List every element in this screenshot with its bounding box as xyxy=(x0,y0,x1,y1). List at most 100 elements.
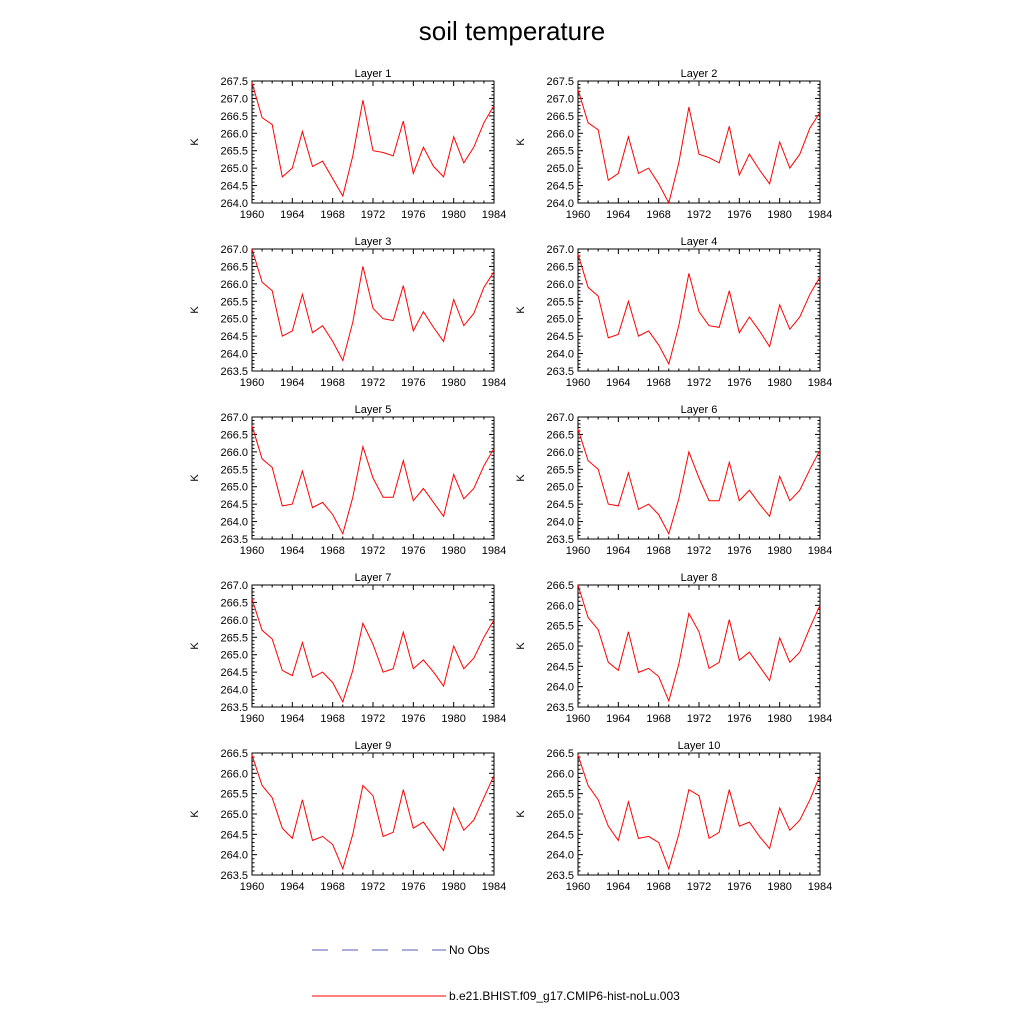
panel-8-xtick-label: 1976 xyxy=(727,713,751,725)
panel-10-series-line xyxy=(577,754,821,871)
panel-7-xtick-label: 1972 xyxy=(361,713,385,725)
panel-10-xtick-label: 1984 xyxy=(808,881,832,893)
panel-8-ylabel: K xyxy=(515,642,527,650)
panel-7-ytick-label: 267.0 xyxy=(220,580,248,592)
panel-4-ytick-label: 266.0 xyxy=(546,279,574,291)
panel-9-xtick-label: 1980 xyxy=(441,881,465,893)
panel-4-xtick-label: 1972 xyxy=(687,377,711,389)
panel-7-ytick-label: 264.5 xyxy=(220,667,248,679)
panel-5-ytick-label: 266.5 xyxy=(220,429,248,441)
panel-7-ytick-label: 263.5 xyxy=(220,702,248,714)
panel-6-ytick-label: 265.5 xyxy=(546,464,574,476)
panel-2-series-line xyxy=(577,89,821,205)
panel-8: Layer 8 K 1960 1964 1968 1972 1976 1980 1984 263.… xyxy=(515,572,832,725)
panel-1: Layer 1 K 1960 1964 1968 1972 1976 1980 1984 264.… xyxy=(189,68,506,221)
panel-1-xtick-label: 1984 xyxy=(482,209,506,221)
panel-9-ytick-label: 264.5 xyxy=(220,829,248,841)
panel-1-xtick-label: 1964 xyxy=(280,209,304,221)
panel-6-ytick-label: 265.0 xyxy=(546,482,574,494)
figure-title: soil temperature xyxy=(419,16,605,46)
panel-2-xtick-label: 1980 xyxy=(767,209,791,221)
panel-9-xtick-label: 1960 xyxy=(240,881,264,893)
panel-7: Layer 7 K 1960 1964 1968 1972 1976 1980 1984 263.… xyxy=(189,572,506,725)
panel-7-ytick-label: 264.0 xyxy=(220,685,248,697)
panel-9-title: Layer 9 xyxy=(355,740,392,752)
panel-8-xtick-label: 1968 xyxy=(646,713,670,725)
panel-6-xtick-label: 1984 xyxy=(808,545,832,557)
panel-7-xtick-label: 1976 xyxy=(401,713,425,725)
panel-7-ytick-label: 265.5 xyxy=(220,632,248,644)
panel-9-ytick-label: 265.5 xyxy=(220,789,248,801)
panels-group: Layer 1 K 1960 1964 1968 1972 1976 1980 1984 264.… xyxy=(189,68,832,893)
panel-3-ytick-label: 267.0 xyxy=(220,244,248,256)
panel-6-title: Layer 6 xyxy=(681,404,718,416)
panel-8-xtick-label: 1984 xyxy=(808,713,832,725)
panel-10-xtick-label: 1964 xyxy=(606,881,630,893)
panel-2-ytick-label: 266.0 xyxy=(546,128,574,140)
panel-2-ytick-label: 265.5 xyxy=(546,146,574,158)
panel-8-ytick-label: 265.0 xyxy=(546,641,574,653)
panel-10-ytick-label: 266.0 xyxy=(546,768,574,780)
panel-3-title: Layer 3 xyxy=(355,236,392,248)
panel-2-ytick-label: 267.5 xyxy=(546,76,574,88)
panel-6-xtick-label: 1976 xyxy=(727,545,751,557)
panel-1-ytick-label: 264.0 xyxy=(220,198,248,210)
panel-1-ytick-label: 266.0 xyxy=(220,128,248,140)
panel-10-xtick-label: 1972 xyxy=(687,881,711,893)
panel-10-ytick-label: 263.5 xyxy=(546,870,574,882)
panel-2-xtick-label: 1968 xyxy=(646,209,670,221)
panel-7-frame xyxy=(251,584,495,708)
panel-6-ytick-label: 266.5 xyxy=(546,429,574,441)
panel-4: Layer 4 K 1960 1964 1968 1972 1976 1980 1984 263.… xyxy=(515,236,832,389)
panel-7-xtick-label: 1960 xyxy=(240,713,264,725)
panel-8-xtick-label: 1960 xyxy=(566,713,590,725)
panel-5-xtick-label: 1964 xyxy=(280,545,304,557)
panel-7-ytick-label: 266.0 xyxy=(220,615,248,627)
panel-5-xtick-label: 1984 xyxy=(482,545,506,557)
panel-5-xtick-label: 1960 xyxy=(240,545,264,557)
panel-2-ytick-label: 265.0 xyxy=(546,163,574,175)
panel-5-xtick-label: 1972 xyxy=(361,545,385,557)
panel-1-ytick-label: 266.5 xyxy=(220,111,248,123)
panel-4-ylabel: K xyxy=(515,306,527,314)
panel-6-xtick-label: 1968 xyxy=(646,545,670,557)
panel-3-xtick-label: 1980 xyxy=(441,377,465,389)
panel-3-xtick-label: 1960 xyxy=(240,377,264,389)
panel-7-series-line xyxy=(251,598,495,704)
panel-7-xtick-label: 1980 xyxy=(441,713,465,725)
panel-6-ytick-label: 267.0 xyxy=(546,412,574,424)
panel-1-ytick-label: 267.0 xyxy=(220,93,248,105)
panel-7-xtick-label: 1984 xyxy=(482,713,506,725)
panel-8-ytick-label: 265.5 xyxy=(546,621,574,633)
panel-8-ytick-label: 266.0 xyxy=(546,600,574,612)
panel-9-ylabel: K xyxy=(189,810,201,818)
panel-8-xtick-label: 1980 xyxy=(767,713,791,725)
panel-1-ytick-label: 267.5 xyxy=(220,76,248,88)
panel-2-ytick-label: 266.5 xyxy=(546,111,574,123)
panel-2-ylabel: K xyxy=(515,138,527,146)
panel-1-title: Layer 1 xyxy=(355,68,392,80)
panel-4-xtick-label: 1980 xyxy=(767,377,791,389)
panel-3-ylabel: K xyxy=(189,306,201,314)
panel-8-ytick-label: 264.5 xyxy=(546,661,574,673)
panel-6-xtick-label: 1972 xyxy=(687,545,711,557)
panel-2: Layer 2 K 1960 1964 1968 1972 1976 1980 1984 264.… xyxy=(515,68,832,221)
panel-5-series-line xyxy=(251,425,495,536)
panel-2-ytick-label: 264.0 xyxy=(546,198,574,210)
panel-10-xtick-label: 1960 xyxy=(566,881,590,893)
panel-1-ytick-label: 264.5 xyxy=(220,181,248,193)
panel-2-xtick-label: 1972 xyxy=(687,209,711,221)
panel-10-ytick-label: 266.5 xyxy=(546,748,574,760)
panel-4-series-line xyxy=(577,254,821,366)
panel-2-xtick-label: 1984 xyxy=(808,209,832,221)
panel-3-ytick-label: 264.5 xyxy=(220,331,248,343)
panel-4-ytick-label: 267.0 xyxy=(546,244,574,256)
panel-4-ytick-label: 266.5 xyxy=(546,261,574,273)
panel-3-ytick-label: 265.5 xyxy=(220,296,248,308)
panel-6-ytick-label: 266.0 xyxy=(546,447,574,459)
panel-1-ytick-label: 265.0 xyxy=(220,163,248,175)
panel-9: Layer 9 K 1960 1964 1968 1972 1976 1980 1984 263.… xyxy=(189,740,506,893)
panel-10: Layer 10 K 1960 1964 1968 1972 1976 1980 1984 263… xyxy=(515,740,832,893)
panel-3: Layer 3 K 1960 1964 1968 1972 1976 1980 1984 263.… xyxy=(189,236,506,389)
panel-4-ytick-label: 263.5 xyxy=(546,366,574,378)
